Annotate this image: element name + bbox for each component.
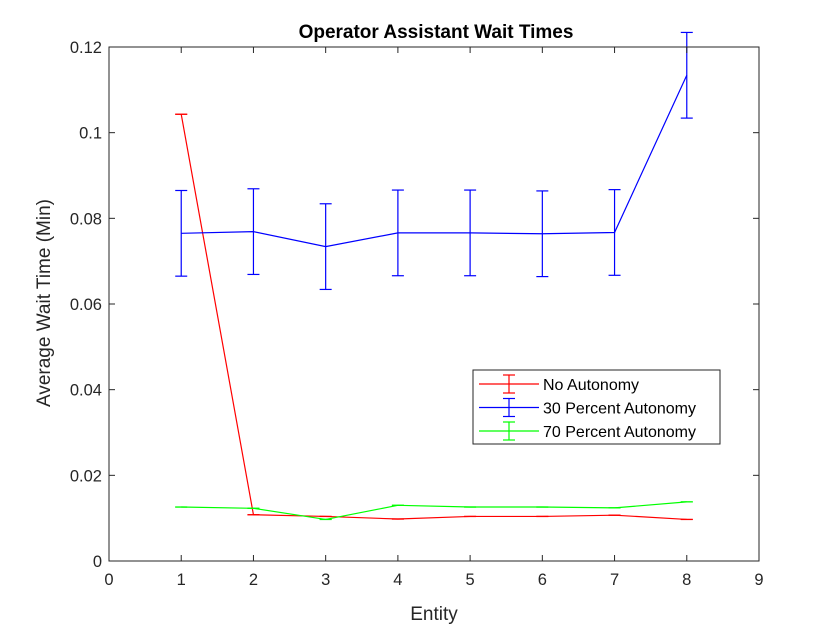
- y-tick-label: 0.04: [70, 382, 102, 400]
- x-axis-label: Entity: [410, 604, 458, 625]
- x-tick-label: 6: [538, 571, 547, 589]
- series-layer: [175, 31, 693, 521]
- x-tick-label: 3: [321, 571, 330, 589]
- legend-label: 70 Percent Autonomy: [543, 424, 696, 441]
- legend-label: No Autonomy: [543, 377, 639, 394]
- x-ticks: 0 1 2 3 4 5 6 7 8 9: [104, 47, 764, 589]
- series-0: [175, 113, 693, 521]
- y-tick-label: 0.02: [70, 467, 102, 485]
- x-tick-label: 7: [610, 571, 619, 589]
- legend: No Autonomy 30 Percent Autonomy 70 Percent…: [472, 369, 721, 445]
- x-tick-label: 8: [682, 571, 691, 589]
- series-2: [175, 501, 693, 521]
- y-tick-label: 0.08: [70, 210, 102, 228]
- x-tick-label: 1: [177, 571, 186, 589]
- legend-item-2: 70 Percent Autonomy: [479, 421, 696, 441]
- legend-label: 30 Percent Autonomy: [543, 401, 696, 418]
- y-tick-label: 0.06: [70, 296, 102, 314]
- legend-item-1: 30 Percent Autonomy: [479, 397, 696, 418]
- series-line: [180, 114, 687, 521]
- y-tick-label: 0.12: [70, 39, 102, 57]
- y-tick-label: 0: [93, 553, 102, 571]
- x-tick-label: 9: [754, 571, 763, 589]
- legend-item-0: No Autonomy: [479, 374, 639, 394]
- y-tick-label: 0.1: [79, 125, 102, 143]
- y-axis-label: Average Wait Time (Min): [34, 199, 55, 407]
- x-tick-label: 5: [466, 571, 475, 589]
- chart-title: Operator Assistant Wait Times: [299, 22, 574, 43]
- series-line: [181, 501, 687, 521]
- x-tick-label: 4: [393, 571, 402, 589]
- series-line: [181, 75, 688, 248]
- plot-area: [109, 47, 759, 561]
- x-tick-label: 0: [104, 571, 113, 589]
- x-tick-label: 2: [249, 571, 258, 589]
- legend-items: No Autonomy 30 Percent Autonomy 70 Percent…: [479, 374, 696, 441]
- series-1: [175, 31, 693, 291]
- y-ticks: 0 0.02 0.04 0.06 0.08 0.1 0.12: [70, 39, 759, 571]
